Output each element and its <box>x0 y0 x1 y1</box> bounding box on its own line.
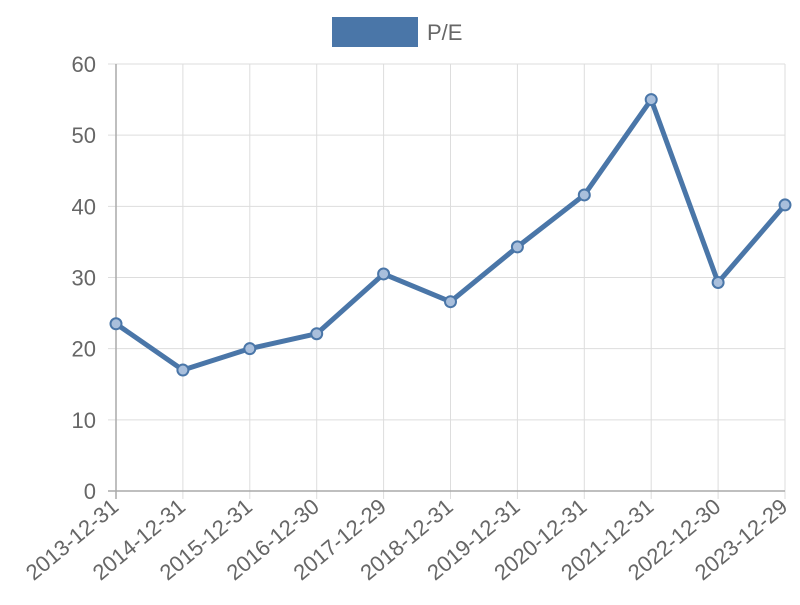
y-tick-label: 60 <box>72 52 96 77</box>
data-point <box>310 327 324 341</box>
data-point <box>377 267 391 281</box>
y-tick-label: 30 <box>72 266 96 291</box>
data-point <box>510 240 524 254</box>
data-point <box>109 317 123 331</box>
data-point <box>644 93 658 107</box>
axes: 01020304050602013-12-312014-12-312015-12… <box>21 52 792 585</box>
data-point <box>444 295 457 309</box>
data-point <box>577 188 591 202</box>
y-tick-label: 50 <box>72 123 96 148</box>
y-tick-label: 20 <box>72 337 96 362</box>
data-point <box>176 363 190 377</box>
data-point <box>711 275 725 289</box>
grid <box>108 63 786 499</box>
legend-label-pe: P/E <box>427 20 462 45</box>
y-tick-label: 40 <box>72 194 96 219</box>
data-point <box>778 198 792 212</box>
y-tick-label: 0 <box>84 479 96 504</box>
data-point <box>243 342 257 356</box>
legend: P/E <box>332 17 462 47</box>
legend-swatch-pe <box>332 17 418 47</box>
y-tick-label: 10 <box>72 408 96 433</box>
series-layer <box>109 93 792 377</box>
